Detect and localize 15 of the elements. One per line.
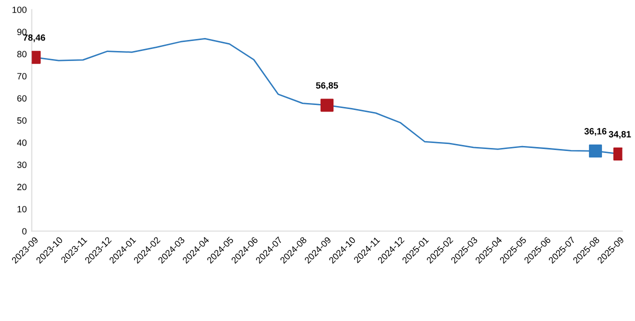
data-label: 56,85 <box>316 82 338 90</box>
data-label: 34,81 <box>608 131 631 139</box>
y-tick-label: 100 <box>12 6 27 13</box>
y-tick-label: 20 <box>17 184 27 190</box>
y-tick-label: 60 <box>17 95 27 102</box>
y-tick-label: 0 <box>22 228 27 234</box>
y-tick-label: 40 <box>17 139 27 146</box>
data-label: 36,16 <box>584 128 606 136</box>
data-label: 78,46 <box>23 34 46 42</box>
y-tick-label: 30 <box>17 162 27 168</box>
y-tick-label: 50 <box>17 117 27 124</box>
y-tick-label: 10 <box>18 206 27 212</box>
y-tick-label: 70 <box>17 73 27 80</box>
y-tick-label: 90 <box>17 28 27 36</box>
y-tick-label: 80 <box>17 50 27 58</box>
